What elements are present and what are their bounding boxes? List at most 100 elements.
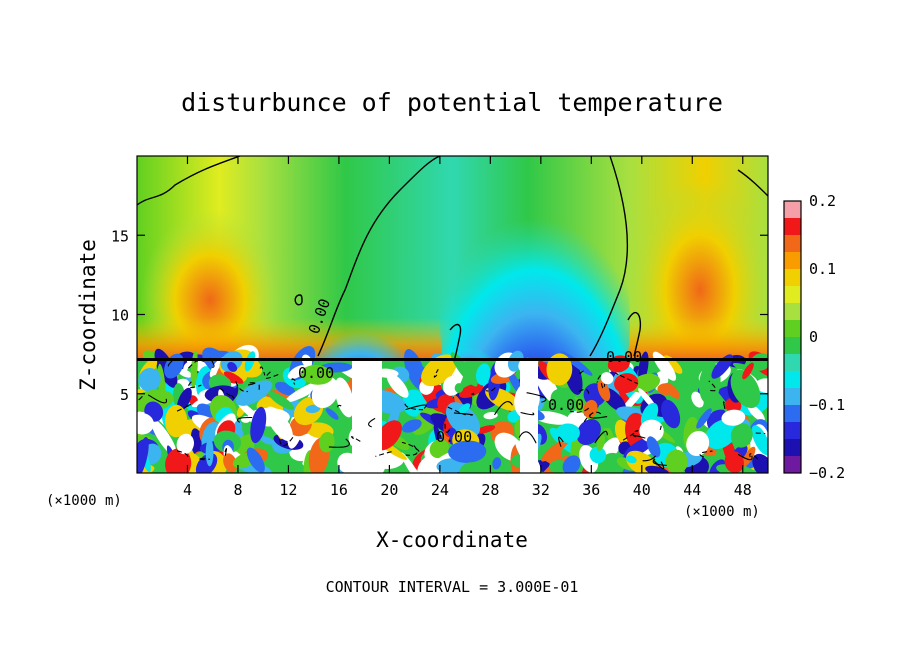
turbulence-patch — [639, 419, 664, 443]
turbulence-patch — [576, 419, 601, 445]
colorbar-swatch — [784, 371, 801, 389]
contour-interval-note: CONTOUR INTERVAL = 3.000E-01 — [326, 578, 579, 596]
y-tick-label: 15 — [111, 227, 129, 245]
turbulence-patch — [630, 373, 661, 393]
colorbar-swatch — [784, 337, 801, 355]
turbulence-patch — [696, 408, 712, 429]
turbulence-contour — [279, 435, 295, 447]
turbulence-contour — [336, 404, 343, 408]
turbulence-contour — [518, 431, 537, 444]
turbulence-patch — [747, 403, 765, 422]
turbulence-patch — [165, 448, 192, 473]
turbulence-patch — [246, 447, 265, 473]
turbulence-patch — [429, 438, 449, 459]
plume-column — [352, 361, 382, 473]
turbulence-contour — [405, 445, 418, 456]
x-tick-label: 28 — [481, 481, 499, 499]
contour-label: 0.00 — [436, 428, 472, 446]
turbulence-contour — [615, 372, 638, 385]
turbulence-patch — [227, 362, 238, 372]
turbulence-contour — [444, 420, 451, 433]
turbulence-patch — [400, 452, 425, 473]
turbulence-patch — [730, 369, 761, 409]
colorbar-swatch — [784, 354, 801, 372]
turbulence-contour — [433, 369, 439, 378]
turbulence-patch — [458, 383, 484, 398]
colorbar-tick-label: 0 — [809, 328, 818, 346]
colorbar-swatch — [784, 439, 801, 457]
turbulence-contour — [328, 438, 350, 448]
turbulence-patch — [301, 354, 313, 368]
turbulence-contour — [137, 396, 143, 402]
turbulence-patch — [458, 403, 471, 414]
turbulence-patch — [454, 383, 464, 393]
colorbar-tick-label: −0.2 — [809, 464, 845, 482]
x-tick-label: 8 — [233, 481, 242, 499]
x-tick-label: 12 — [279, 481, 297, 499]
turbulence-contour — [583, 411, 602, 423]
turbulence-contour — [197, 457, 211, 461]
contour-zero-small-2 — [449, 323, 462, 362]
turbulence-patch — [445, 402, 481, 438]
colorbar-swatch — [784, 388, 801, 406]
turbulence-patch — [223, 371, 244, 384]
turbulence-contour — [351, 436, 361, 442]
turbulence-contour — [235, 381, 248, 393]
turbulence-contour — [174, 403, 192, 413]
turbulence-contour — [247, 382, 256, 386]
turbulence-patch — [752, 453, 768, 473]
colorbar-swatch — [784, 235, 801, 253]
turbulence-contour — [453, 412, 474, 416]
turbulence-patch — [483, 412, 498, 420]
colorbar-swatch — [784, 286, 801, 304]
turbulence-patch — [178, 368, 192, 378]
turbulence-contour — [755, 432, 766, 435]
turbulence-patch — [285, 380, 324, 403]
colorbar-swatch — [784, 201, 801, 219]
turbulence-patch — [268, 391, 295, 410]
colorbar-swatch — [784, 252, 801, 270]
x-ticks: 4 8 12 16 20 24 28 32 36 40 44 48 — [183, 156, 752, 499]
turbulence-patch — [705, 419, 738, 450]
turbulence-patch — [265, 406, 293, 442]
x-tick-label: 32 — [532, 481, 550, 499]
turbulence-patch — [661, 399, 681, 429]
colorbar-swatch — [784, 422, 801, 440]
turbulence-contour — [642, 455, 657, 462]
turbulence-contour — [594, 430, 608, 444]
turbulence-patch — [386, 372, 409, 398]
turbulence-contour — [494, 401, 513, 416]
y-ticks: 5 10 15 — [111, 227, 768, 404]
turbulence-contour — [224, 447, 228, 456]
turbulence-patch — [205, 438, 214, 467]
turbulence-patch — [597, 380, 611, 402]
turbulence-patch — [150, 418, 177, 457]
x-tick-label: 4 — [183, 481, 192, 499]
turbulence-patch — [250, 406, 267, 444]
colorbar-swatch — [784, 303, 801, 321]
turbulence-contour — [699, 450, 713, 458]
turbulence-patch — [305, 404, 321, 414]
tropopause-line — [137, 358, 768, 361]
turbulence-patch — [244, 351, 256, 372]
turbulence-contour — [404, 403, 424, 411]
colorbar-frame — [783, 200, 802, 474]
contour-zero-small-1 — [294, 294, 303, 306]
turbulence-patch — [686, 430, 710, 457]
turbulence-contour — [485, 387, 496, 392]
x-tick-label: 44 — [683, 481, 701, 499]
turbulence-contour — [520, 411, 535, 416]
turbulence-contour — [708, 380, 717, 392]
x-axis-unit-right: (×1000 m) — [684, 504, 760, 520]
turbulence-contour — [375, 451, 392, 457]
turbulence-patch — [220, 351, 243, 372]
turbulence-patch — [646, 436, 661, 458]
turbulence-patch — [546, 353, 573, 386]
turbulence-patch — [562, 455, 581, 473]
colorbar-tick-label: −0.1 — [809, 396, 845, 414]
turbulence-contour — [737, 453, 753, 461]
colorbar-swatch — [784, 456, 801, 474]
turbulence-patch — [232, 420, 243, 438]
turbulence-patch — [287, 365, 307, 380]
